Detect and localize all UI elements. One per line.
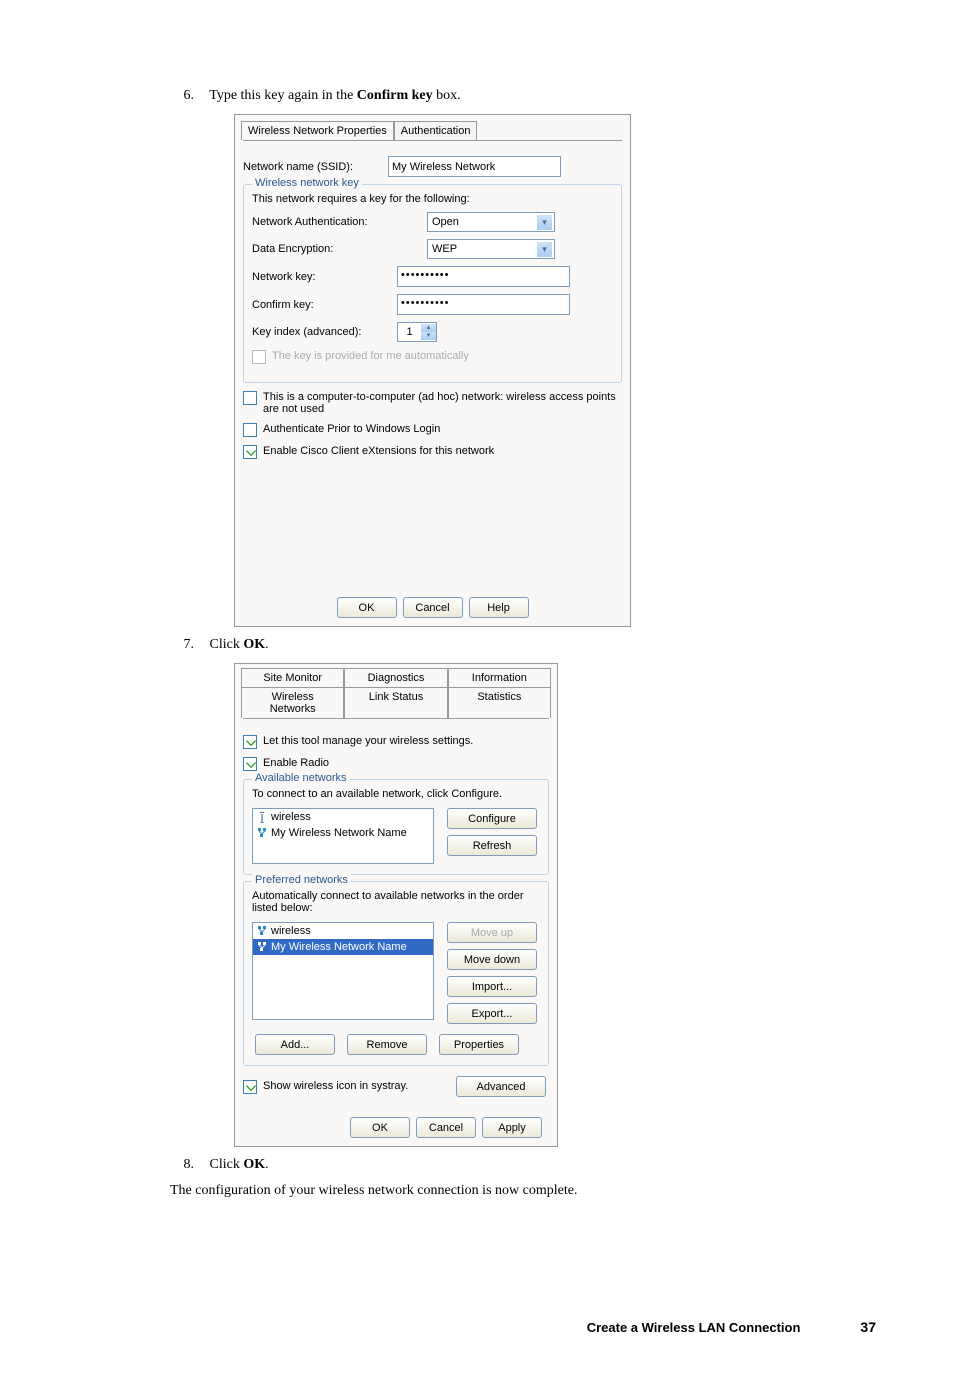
preferred-networks-fieldset: Preferred networks Automatically connect…	[243, 881, 549, 1066]
footer-title: Create a Wireless LAN Connection	[587, 1320, 801, 1335]
footer-page-number: 37	[860, 1319, 876, 1335]
cisco-text: Enable Cisco Client eXtensions for this …	[263, 445, 622, 457]
move-up-button[interactable]: Move up	[447, 922, 537, 943]
tab-site-monitor[interactable]: Site Monitor	[241, 668, 344, 687]
apply-button[interactable]: Apply	[482, 1117, 542, 1138]
list-item[interactable]: My Wireless Network Name	[253, 939, 433, 955]
list-item[interactable]: wireless	[253, 923, 433, 939]
refresh-button[interactable]: Refresh	[447, 835, 537, 856]
properties-button[interactable]: Properties	[439, 1034, 519, 1055]
requires-text: This network requires a key for the foll…	[252, 193, 613, 205]
chevron-down-icon: ▾	[537, 242, 552, 257]
network-icon	[257, 941, 267, 953]
auto-key-checkbox	[252, 350, 266, 364]
import-button[interactable]: Import...	[447, 976, 537, 997]
move-down-button[interactable]: Move down	[447, 949, 537, 970]
preferred-text: Automatically connect to available netwo…	[252, 890, 540, 914]
available-text: To connect to an available network, clic…	[252, 788, 540, 800]
list-item[interactable]: wireless	[253, 809, 433, 825]
adhoc-text: This is a computer-to-computer (ad hoc) …	[263, 391, 622, 415]
ssid-input[interactable]	[388, 156, 561, 177]
tab-wireless-networks[interactable]: Wireless Networks	[241, 687, 344, 718]
conclusion-text: The configuration of your wireless netwo…	[170, 1183, 894, 1199]
chevron-down-icon[interactable]: ▾	[421, 332, 436, 340]
chevron-down-icon: ▾	[537, 215, 552, 230]
cisco-checkbox[interactable]	[243, 445, 257, 459]
auth-select[interactable]: Open ▾	[427, 212, 555, 232]
available-networks-list[interactable]: wireless My Wireless Network Name	[252, 808, 434, 864]
confirm-key-label: Confirm key:	[252, 299, 397, 311]
enable-radio-checkbox[interactable]	[243, 757, 257, 771]
wireless-key-fieldset: Wireless network key This network requir…	[243, 184, 622, 383]
step-8-text: 8. Click OK.	[170, 1157, 894, 1173]
ok-button[interactable]: OK	[337, 597, 397, 618]
wireless-properties-dialog: Wireless Network Properties Authenticati…	[234, 114, 631, 627]
help-button[interactable]: Help	[469, 597, 529, 618]
auth-label: Network Authentication:	[252, 216, 427, 228]
configure-button[interactable]: Configure	[447, 808, 537, 829]
advanced-button[interactable]: Advanced	[456, 1076, 546, 1097]
cancel-button[interactable]: Cancel	[403, 597, 463, 618]
key-index-label: Key index (advanced):	[252, 326, 397, 338]
auth-prior-text: Authenticate Prior to Windows Login	[263, 423, 622, 435]
show-systray-checkbox[interactable]	[243, 1080, 257, 1094]
ok-button[interactable]: OK	[350, 1117, 410, 1138]
preferred-networks-list[interactable]: wireless My Wireless Network Name	[252, 922, 434, 1020]
network-key-input[interactable]: ••••••••••	[397, 266, 570, 287]
step-6-text: 6. Type this key again in the Confirm ke…	[170, 88, 894, 104]
confirm-key-input[interactable]: ••••••••••	[397, 294, 570, 315]
wireless-networks-dialog: Site Monitor Diagnostics Information Wir…	[234, 663, 558, 1147]
encryption-select[interactable]: WEP ▾	[427, 239, 555, 259]
let-tool-checkbox[interactable]	[243, 735, 257, 749]
antenna-icon	[257, 811, 267, 823]
tab-wireless-properties[interactable]: Wireless Network Properties	[241, 121, 394, 140]
list-item[interactable]: My Wireless Network Name	[253, 825, 433, 841]
enable-radio-text: Enable Radio	[263, 757, 549, 769]
tab-diagnostics[interactable]: Diagnostics	[344, 668, 447, 687]
adhoc-checkbox[interactable]	[243, 391, 257, 405]
add-button[interactable]: Add...	[255, 1034, 335, 1055]
page-footer: Create a Wireless LAN Connection 37	[170, 1319, 894, 1335]
available-legend: Available networks	[252, 772, 350, 784]
show-systray-text: Show wireless icon in systray.	[263, 1080, 408, 1092]
chevron-up-icon[interactable]: ▴	[421, 324, 436, 332]
step-7-text: 7. Click OK.	[170, 637, 894, 653]
auth-prior-checkbox[interactable]	[243, 423, 257, 437]
auto-key-text: The key is provided for me automatically	[272, 350, 613, 362]
network-key-label: Network key:	[252, 271, 397, 283]
wireless-key-legend: Wireless network key	[252, 177, 362, 189]
network-icon	[257, 925, 267, 937]
available-networks-fieldset: Available networks To connect to an avai…	[243, 779, 549, 875]
tab-statistics[interactable]: Statistics	[448, 687, 551, 718]
export-button[interactable]: Export...	[447, 1003, 537, 1024]
tab-information[interactable]: Information	[448, 668, 551, 687]
tab-authentication[interactable]: Authentication	[394, 121, 478, 140]
preferred-legend: Preferred networks	[252, 874, 351, 886]
remove-button[interactable]: Remove	[347, 1034, 427, 1055]
network-icon	[257, 827, 267, 839]
cancel-button[interactable]: Cancel	[416, 1117, 476, 1138]
dialog-tabs: Wireless Network Properties Authenticati…	[235, 115, 630, 140]
tab-link-status[interactable]: Link Status	[344, 687, 447, 718]
let-tool-text: Let this tool manage your wireless setti…	[263, 735, 549, 747]
encryption-label: Data Encryption:	[252, 243, 427, 255]
ssid-label: Network name (SSID):	[243, 161, 388, 173]
key-index-spinner[interactable]: 1 ▴▾	[397, 322, 437, 342]
